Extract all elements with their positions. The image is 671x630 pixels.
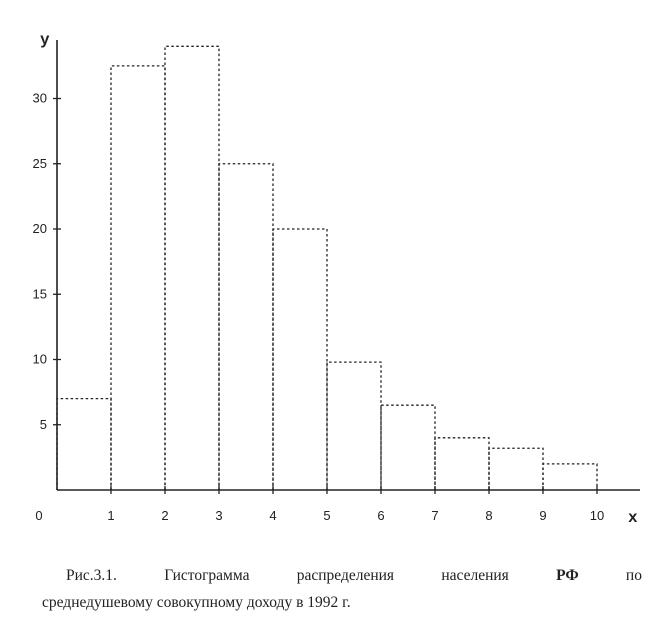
- histogram-bar-7: [380, 404, 436, 490]
- bars-layer: [56, 45, 598, 490]
- histogram-bar-4: [218, 163, 274, 490]
- caption-word: Рис.3.1.: [66, 567, 117, 584]
- caption-word: Гистограмма: [164, 567, 250, 584]
- x-tick-label-9: 9: [539, 508, 546, 523]
- x-tick-label-5: 5: [323, 508, 330, 523]
- histogram-bar-3: [164, 45, 220, 490]
- caption-word: по: [625, 567, 642, 584]
- histogram-bar-6: [326, 361, 382, 490]
- y-tick-label-5: 5: [40, 417, 47, 432]
- y-axis-label: y: [40, 31, 50, 49]
- x-tick-label-10: 10: [590, 508, 604, 523]
- histogram-bar-2: [110, 65, 166, 490]
- histogram-bar-5: [272, 228, 328, 490]
- caption-word: распределения: [296, 567, 395, 584]
- histogram-bar-1: [56, 398, 112, 490]
- x-tick-label-2: 2: [161, 508, 168, 523]
- x-tick-label-3: 3: [215, 508, 222, 523]
- caption-word: РФ: [556, 567, 579, 584]
- x-tick-label-8: 8: [485, 508, 492, 523]
- histogram-bar-10: [542, 463, 598, 490]
- y-tick-label-20: 20: [33, 221, 47, 236]
- caption-word: населения: [441, 567, 509, 584]
- histogram-bar-9: [488, 447, 544, 490]
- x-axis-label: x: [628, 509, 638, 527]
- x-tick-label-0: 0: [35, 508, 42, 523]
- x-tick-label-7: 7: [431, 508, 438, 523]
- y-tick-label-10: 10: [33, 352, 47, 367]
- x-tick-label-4: 4: [269, 508, 276, 523]
- x-tick-label-1: 1: [107, 508, 114, 523]
- x-tick-label-6: 6: [377, 508, 384, 523]
- histogram-bar-8: [434, 437, 490, 490]
- caption-line-2: среднедушевому совокупному доходу в 1992…: [42, 594, 351, 611]
- ticks-layer: 0 1 2 3 4 5 6 7 8 9 10 5 10 15 20 25 30: [33, 91, 605, 524]
- caption-line-1: Рис.3.1. Гистограмма распределения насел…: [66, 562, 642, 589]
- figure-caption: Рис.3.1. Гистограмма распределения насел…: [42, 562, 642, 616]
- y-tick-label-30: 30: [33, 91, 47, 106]
- y-tick-label-15: 15: [33, 286, 47, 301]
- y-tick-label-25: 25: [33, 156, 47, 171]
